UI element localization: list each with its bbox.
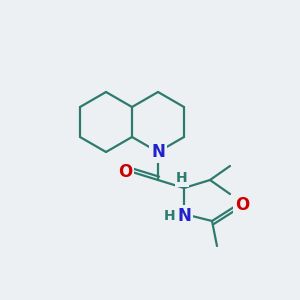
Text: N: N xyxy=(177,207,191,225)
Text: O: O xyxy=(118,163,132,181)
Text: H: H xyxy=(176,171,188,185)
Text: O: O xyxy=(235,196,249,214)
Text: N: N xyxy=(151,143,165,161)
Text: H: H xyxy=(164,209,176,223)
